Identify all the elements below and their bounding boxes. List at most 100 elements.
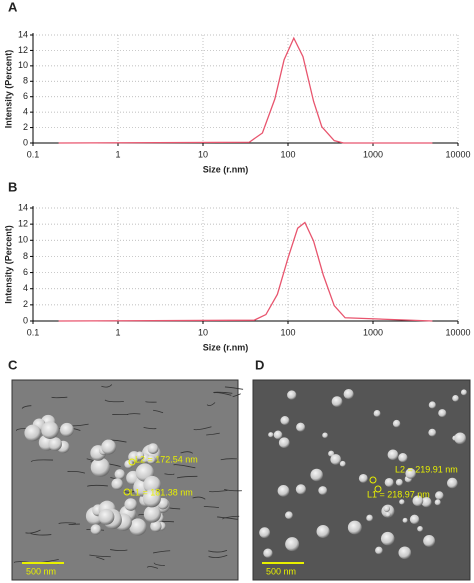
- crack: [110, 549, 128, 551]
- sem-texture-d: [259, 388, 467, 560]
- x-tick-label: 100: [280, 149, 295, 159]
- y-tick-label: 0: [23, 137, 28, 147]
- panel-label: A: [8, 0, 18, 14]
- measurement: L1 = 181.38 nm: [130, 487, 193, 497]
- sem-texture-c: [13, 384, 244, 569]
- y-axis-label: Intensity (Percent): [3, 225, 13, 304]
- particle: [428, 428, 437, 437]
- x-tick-label: 10: [198, 327, 208, 337]
- crack: [173, 464, 196, 469]
- particle: [280, 416, 290, 425]
- crack: [58, 522, 76, 525]
- crack: [96, 556, 105, 561]
- crack: [232, 393, 241, 398]
- particle: [146, 455, 156, 464]
- measurement: L2 = 172.54 nm: [135, 454, 198, 464]
- crack: [209, 490, 228, 493]
- panel-label: B: [8, 179, 17, 194]
- crack: [208, 549, 228, 553]
- particle: [143, 475, 161, 494]
- particle: [285, 511, 293, 520]
- x-tick-label: 100: [280, 327, 295, 337]
- y-tick-label: 14: [18, 202, 28, 212]
- particle: [296, 422, 306, 432]
- particle: [385, 511, 391, 518]
- crack: [220, 458, 237, 461]
- particle: [409, 514, 420, 525]
- scale-bar-label: 500 nm: [266, 566, 296, 576]
- crack: [51, 396, 68, 399]
- crack: [146, 566, 159, 569]
- particle: [428, 401, 436, 409]
- x-tick-label: 1000: [363, 327, 383, 337]
- particle: [310, 468, 323, 482]
- crack: [153, 409, 164, 414]
- y-tick-label: 0: [23, 315, 28, 325]
- crack: [143, 426, 157, 430]
- crack: [87, 484, 108, 487]
- x-tick-label: 10: [198, 149, 208, 159]
- measurement: L1 = 218.97 nm: [367, 489, 430, 499]
- particle: [322, 432, 328, 439]
- crack: [145, 401, 157, 403]
- particle: [111, 478, 124, 490]
- particle: [435, 491, 444, 500]
- particle: [339, 460, 346, 467]
- crack: [193, 426, 212, 431]
- particle: [395, 478, 403, 486]
- particle: [273, 430, 283, 440]
- y-tick-label: 6: [23, 91, 28, 101]
- particle: [398, 452, 408, 463]
- crack: [68, 523, 80, 526]
- particle: [101, 439, 117, 455]
- x-tick-label: 0.1: [27, 327, 40, 337]
- particle: [41, 421, 59, 439]
- crack: [164, 473, 175, 476]
- y-tick-label: 14: [18, 29, 28, 39]
- measure-marker: [123, 488, 131, 496]
- particle: [90, 524, 102, 535]
- particle: [150, 520, 162, 532]
- y-tick-label: 10: [18, 60, 28, 70]
- crack: [153, 562, 165, 566]
- particle: [98, 508, 115, 525]
- x-tick-label: 1: [115, 327, 120, 337]
- y-tick-label: 8: [23, 76, 28, 86]
- panel-label: C: [8, 357, 18, 372]
- measure-marker: [369, 476, 377, 484]
- crack: [213, 391, 233, 394]
- crack: [104, 399, 124, 403]
- particle: [460, 389, 467, 396]
- particle: [277, 484, 290, 497]
- particle: [417, 525, 423, 532]
- particle: [454, 432, 466, 445]
- crack: [176, 475, 198, 479]
- y-tick-label: 2: [23, 122, 28, 132]
- particle: [60, 422, 74, 437]
- particle: [438, 409, 447, 418]
- particle: [434, 499, 441, 506]
- crack: [101, 384, 113, 388]
- particle: [412, 495, 424, 507]
- scale-bar-label: 500 nm: [26, 566, 56, 576]
- particle: [384, 477, 394, 487]
- y-axis-label: Intensity (Percent): [3, 50, 13, 129]
- y-tick-label: 10: [18, 235, 28, 245]
- particle: [421, 497, 432, 508]
- crack: [67, 470, 86, 474]
- size-distribution-line: [58, 36, 433, 144]
- size-distribution-line: [58, 221, 433, 322]
- particle: [129, 518, 147, 536]
- y-tick-label: 4: [23, 107, 28, 117]
- y-tick-label: 2: [23, 299, 28, 309]
- y-tick-label: 4: [23, 283, 28, 293]
- particle: [147, 443, 159, 455]
- particle: [380, 531, 395, 546]
- particle: [399, 499, 405, 505]
- particle: [405, 468, 416, 479]
- particle: [48, 437, 62, 451]
- particle: [135, 451, 145, 460]
- particle: [24, 424, 42, 442]
- particle: [347, 520, 362, 535]
